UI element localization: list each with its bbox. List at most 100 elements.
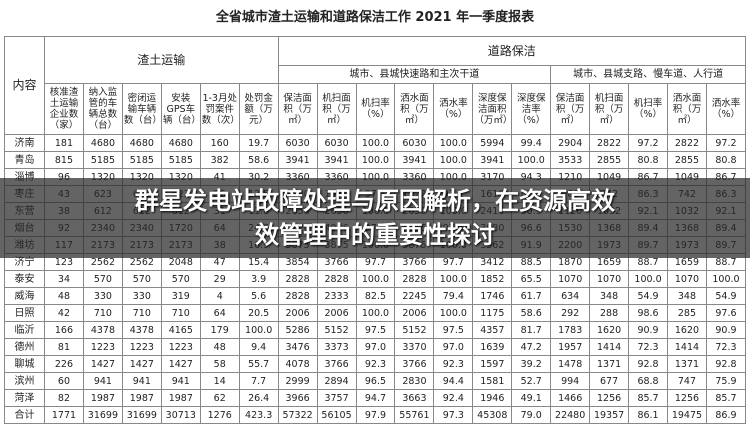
table-cell: 99.4	[511, 134, 552, 152]
table-cell: 570	[121, 270, 162, 288]
table-cell: 52.7	[511, 372, 552, 390]
table-cell: 3966	[277, 389, 318, 407]
table-cell: 100.0	[433, 270, 474, 288]
table-cell: 2999	[277, 372, 318, 390]
table-cell: 1256	[589, 389, 630, 407]
table-cell: 166	[44, 321, 84, 339]
table-cell: 3.9	[238, 270, 279, 288]
table-cell: 14	[199, 372, 240, 390]
table-row: 临沂 166 4378 4378 4165 179 100.0 5286 5152 97.5 515…	[4, 321, 747, 339]
table-cell: 90.9	[628, 321, 668, 339]
table-cell: 100.0	[433, 134, 474, 152]
table-cell: 55761	[394, 406, 435, 424]
table-cell: 1276	[199, 406, 240, 424]
row-label: 日照	[4, 304, 45, 322]
table-cell: 92.3	[355, 355, 396, 373]
table-cell: 94.4	[433, 372, 474, 390]
table-cell: 1223	[121, 338, 162, 356]
table-cell: 1414	[589, 338, 630, 356]
row-label: 滨州	[4, 372, 45, 390]
table-cell: 97.0	[355, 338, 396, 356]
table-cell: 2828	[277, 270, 318, 288]
column-header: 纳入监管的车辆总数（台）	[82, 83, 123, 135]
table-cell: 9.4	[238, 338, 279, 356]
table-cell: 55.7	[238, 355, 279, 373]
table-cell: 97.2	[705, 134, 747, 152]
table-cell: 56105	[316, 406, 357, 424]
header-row: 内容 渣土运输 道路保洁	[4, 36, 747, 135]
table-cell: 2894	[316, 372, 357, 390]
table-cell: 4078	[277, 355, 318, 373]
table-cell: 92.8	[628, 355, 668, 373]
table-cell: 97.0	[433, 338, 474, 356]
column-header: 处罚金额（万元）	[238, 83, 279, 135]
table-cell: 72.3	[628, 338, 668, 356]
table-cell: 1746	[472, 287, 513, 305]
table-cell: 5185	[121, 151, 162, 169]
table-cell: 29	[199, 270, 240, 288]
table-cell: 100.0	[433, 304, 474, 322]
table-cell: 26.4	[238, 389, 279, 407]
table-cell: 5.6	[238, 287, 279, 305]
table-cell: 570	[82, 270, 123, 288]
table-cell: 54.9	[628, 287, 668, 305]
table-cell: 100.0	[355, 134, 396, 152]
table-cell: 1987	[82, 389, 123, 407]
table-cell: 54.9	[705, 287, 747, 305]
table-cell: 2006	[394, 304, 435, 322]
table-cell: 5185	[82, 151, 123, 169]
table-cell: 81	[44, 338, 84, 356]
table-cell: 348	[667, 287, 707, 305]
subgroup-header: 城市、县城快速路和主次干道	[277, 65, 552, 84]
table-cell: 97.2	[628, 134, 668, 152]
table-cell: 22480	[550, 406, 591, 424]
column-header: 机扫面积（万㎡）	[316, 83, 357, 135]
table-cell: 61.7	[511, 287, 552, 305]
table-cell: 2855	[589, 151, 630, 169]
table-cell: 4680	[82, 134, 123, 152]
table-cell: 181	[44, 134, 84, 152]
table-cell: 1414	[667, 338, 707, 356]
table-cell: 64	[199, 304, 240, 322]
row-label: 菏泽	[4, 389, 45, 407]
table-cell: 160	[199, 134, 240, 152]
row-label: 聊城	[4, 355, 45, 373]
table-cell: 97.9	[355, 406, 396, 424]
table-cell: 6030	[316, 134, 357, 152]
column-header: 洒水面积（万㎡）	[667, 83, 707, 135]
table-cell: 3476	[277, 338, 318, 356]
table-cell: 45308	[472, 406, 513, 424]
table-cell: 3757	[316, 389, 357, 407]
table-cell: 1427	[121, 355, 162, 373]
table-row: 聊城 226 1427 1427 1427 58 55.7 4078 3766 92.3 3766 9…	[4, 355, 747, 373]
table-cell: 1371	[667, 355, 707, 373]
table-cell: 1175	[472, 304, 513, 322]
table-cell: 2006	[277, 304, 318, 322]
table-cell: 98.6	[628, 304, 668, 322]
table-cell: 97.5	[355, 321, 396, 339]
table-cell: 815	[44, 151, 84, 169]
table-cell: 42	[44, 304, 84, 322]
table-cell: 80.8	[705, 151, 747, 169]
table-cell: 747	[667, 372, 707, 390]
table-cell: 1639	[472, 338, 513, 356]
table-cell: 1070	[550, 270, 591, 288]
table-cell: 710	[160, 304, 201, 322]
table-cell: 6030	[277, 134, 318, 152]
table-cell: 82	[44, 389, 84, 407]
table-cell: 330	[121, 287, 162, 305]
table-cell: 677	[589, 372, 630, 390]
table-cell: 4378	[121, 321, 162, 339]
table-cell: 1620	[667, 321, 707, 339]
table-cell: 2855	[667, 151, 707, 169]
table-cell: 100.0	[705, 270, 747, 288]
table-cell: 1427	[160, 355, 201, 373]
row-label: 德州	[4, 338, 45, 356]
table-cell: 5152	[394, 321, 435, 339]
table-cell: 85.7	[705, 389, 747, 407]
table-cell: 58.6	[238, 151, 279, 169]
table-cell: 5286	[277, 321, 318, 339]
table-cell: 48	[44, 287, 84, 305]
table-cell: 710	[121, 304, 162, 322]
column-header: 洒水面积（万㎡）	[394, 83, 435, 135]
